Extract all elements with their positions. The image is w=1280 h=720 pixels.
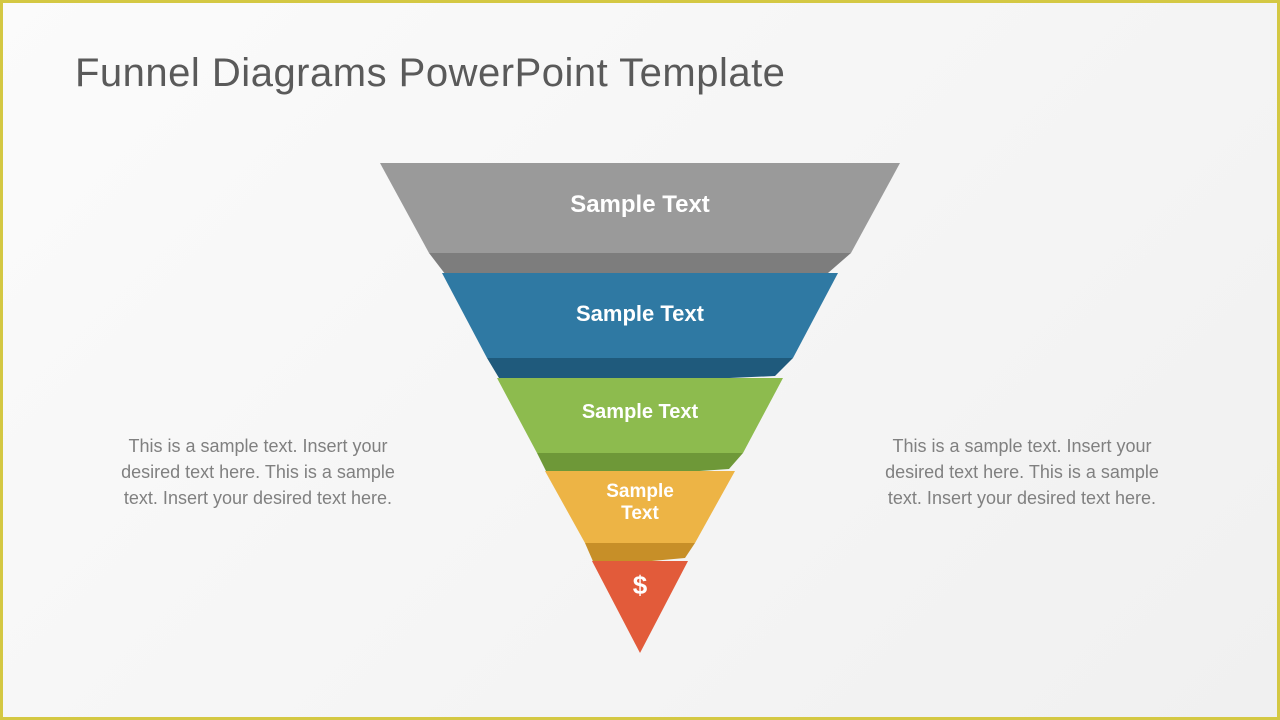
- side-text-right: This is a sample text. Insert your desir…: [872, 433, 1172, 511]
- page-title: Funnel Diagrams PowerPoint Template: [75, 51, 785, 96]
- funnel-label-4: Sample Text: [606, 481, 674, 525]
- funnel-label-3: Sample Text: [582, 401, 698, 424]
- funnel-diagram: Sample Text Sample Text Sample Text Samp…: [380, 163, 900, 673]
- funnel-label-2: Sample Text: [576, 301, 704, 326]
- side-text-left: This is a sample text. Insert your desir…: [108, 433, 408, 511]
- funnel-label-5: $: [633, 571, 647, 601]
- funnel-label-1: Sample Text: [570, 191, 710, 219]
